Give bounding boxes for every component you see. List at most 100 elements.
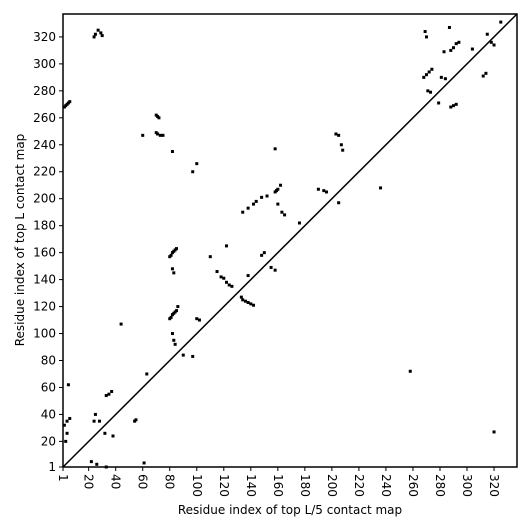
contact-point: [439, 75, 443, 79]
contact-point: [142, 461, 146, 465]
contact-point: [339, 143, 343, 147]
y-tick-label: 180: [33, 219, 56, 233]
contact-point: [170, 150, 174, 154]
contact-point: [224, 244, 228, 248]
y-tick-label: 260: [33, 111, 56, 125]
y-tick-label: 300: [33, 57, 56, 71]
contact-point: [93, 412, 97, 416]
y-axis-label: Residue index of top L contact map: [13, 134, 27, 347]
contact-point: [96, 28, 100, 32]
contact-point: [252, 202, 256, 206]
x-tick-label: 120: [217, 474, 231, 497]
contact-point: [422, 75, 426, 79]
contact-point: [99, 31, 103, 35]
contact-point: [95, 462, 99, 466]
x-tick-label: 200: [325, 474, 339, 497]
contact-point: [424, 73, 428, 77]
contact-point: [276, 202, 280, 206]
x-tick-label: 20: [82, 474, 96, 489]
y-tick-label: 80: [41, 353, 56, 367]
contact-point: [499, 20, 503, 24]
plot-frame: [62, 13, 518, 468]
contact-point: [170, 267, 174, 271]
contact-point: [161, 133, 165, 137]
contact-point: [429, 90, 433, 94]
x-tick-label: 140: [244, 474, 258, 497]
contact-point: [427, 70, 431, 74]
contact-point: [254, 199, 258, 203]
y-tick-label: 140: [33, 273, 56, 287]
y-tick-label: 280: [33, 84, 56, 98]
contact-point: [64, 439, 68, 443]
x-axis-label: Residue index of top L/5 contact map: [178, 503, 402, 517]
contact-point: [176, 305, 180, 309]
contact-point: [65, 419, 69, 423]
contact-point: [68, 100, 72, 104]
contact-point: [119, 322, 123, 326]
contact-point: [158, 133, 162, 137]
contact-point: [241, 298, 245, 302]
contact-point: [195, 317, 199, 321]
contact-point: [280, 210, 284, 214]
x-tick-label: 160: [271, 474, 285, 497]
contact-point: [341, 148, 345, 152]
y-tick-label: 20: [41, 434, 56, 448]
contact-point: [454, 102, 458, 106]
contact-point: [156, 132, 160, 136]
contact-point: [110, 390, 114, 393]
contact-point: [492, 430, 496, 434]
contact-point: [252, 303, 256, 307]
contact-point: [449, 105, 453, 109]
x-tick-label: 320: [487, 474, 501, 497]
contact-point: [492, 43, 496, 47]
contact-point: [62, 423, 66, 427]
contact-point: [195, 162, 199, 166]
x-tick-label: 180: [298, 474, 312, 497]
x-tick-label: 80: [163, 474, 177, 489]
contact-point: [481, 74, 485, 78]
contact-point: [172, 338, 176, 342]
contact-point: [437, 101, 441, 105]
x-tick-label: 300: [460, 474, 474, 497]
y-tick-label: 60: [41, 380, 56, 394]
x-tick-label: 220: [352, 474, 366, 497]
contact-point: [141, 133, 145, 137]
contact-point: [111, 434, 115, 438]
x-tick-label: 240: [379, 474, 393, 497]
contact-point: [430, 67, 434, 71]
contact-point: [451, 46, 455, 50]
contact-point: [246, 274, 250, 278]
contact-point: [181, 353, 185, 357]
y-tick-label: 120: [33, 300, 56, 314]
contact-point: [170, 332, 174, 336]
x-tick-label: 260: [406, 474, 420, 497]
contact-point: [457, 40, 461, 44]
contact-point: [219, 275, 223, 279]
x-tick-label: 1: [56, 474, 70, 482]
contact-point: [89, 460, 93, 464]
contact-point: [208, 255, 212, 259]
contact-point: [215, 270, 219, 274]
contact-point: [449, 48, 453, 52]
contact-point: [470, 47, 474, 51]
contact-point: [337, 201, 341, 205]
contact-point: [66, 383, 70, 387]
contact-point: [92, 419, 96, 423]
contact-point: [262, 251, 266, 255]
x-tick-label: 60: [136, 474, 150, 489]
y-tick-label: 200: [33, 192, 56, 206]
contact-point: [133, 419, 137, 423]
y-tick-label: 320: [33, 30, 56, 44]
contact-point: [265, 194, 269, 198]
contact-point: [145, 372, 149, 376]
contact-point: [65, 431, 69, 435]
contact-point: [485, 32, 489, 36]
contact-point: [175, 309, 178, 313]
contact-point: [426, 89, 430, 93]
contact-point: [276, 187, 280, 191]
contact-point: [169, 253, 173, 257]
contact-point: [279, 183, 283, 187]
contact-point: [334, 132, 338, 136]
contact-point: [157, 116, 161, 120]
